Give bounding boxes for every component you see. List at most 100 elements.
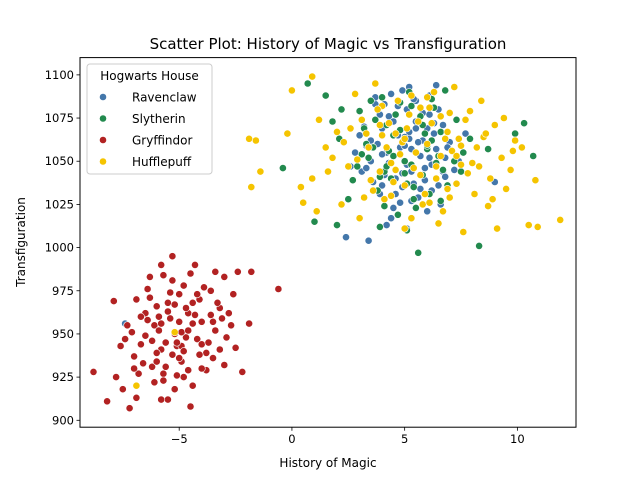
point-hufflepuff xyxy=(411,148,420,157)
x-tick-label: −5 xyxy=(171,432,188,446)
legend-marker-gryffindor xyxy=(99,136,107,144)
point-slytherin xyxy=(466,134,474,143)
point-hufflepuff xyxy=(373,105,382,114)
point-ravenclaw xyxy=(423,207,432,216)
point-hufflepuff xyxy=(556,215,565,224)
point-slytherin xyxy=(520,119,528,128)
point-gryffindor xyxy=(134,369,143,378)
point-gryffindor xyxy=(186,402,195,411)
point-gryffindor xyxy=(125,404,134,413)
point-gryffindor xyxy=(227,321,235,330)
point-gryffindor xyxy=(132,295,141,304)
point-hufflepuff xyxy=(364,143,373,152)
point-gryffindor xyxy=(191,310,199,319)
point-slytherin xyxy=(366,96,375,105)
point-gryffindor xyxy=(143,316,152,324)
point-slytherin xyxy=(310,217,319,226)
points-layer xyxy=(89,72,565,413)
point-gryffindor xyxy=(127,328,136,337)
legend-marker-hufflepuff xyxy=(99,157,107,166)
point-hufflepuff xyxy=(324,167,332,176)
point-hufflepuff xyxy=(375,167,384,176)
point-gryffindor xyxy=(209,354,217,362)
point-slytherin xyxy=(391,110,400,119)
point-hufflepuff xyxy=(427,119,436,128)
point-gryffindor xyxy=(206,286,215,295)
point-hufflepuff xyxy=(443,184,452,193)
point-ravenclaw xyxy=(355,131,364,140)
point-ravenclaw xyxy=(389,203,398,212)
point-slytherin xyxy=(452,115,461,124)
point-gryffindor xyxy=(116,342,125,350)
x-tick-label: 5 xyxy=(401,432,408,446)
point-hufflepuff xyxy=(299,198,308,207)
point-gryffindor xyxy=(197,364,206,373)
y-tick-label: 975 xyxy=(52,284,74,298)
point-gryffindor xyxy=(211,267,220,276)
point-hufflepuff xyxy=(393,96,402,105)
point-hufflepuff xyxy=(333,127,341,136)
point-gryffindor xyxy=(224,309,233,318)
point-hufflepuff xyxy=(387,191,395,200)
point-gryffindor xyxy=(154,312,163,321)
legend-label-slytherin: Slytherin xyxy=(132,112,186,126)
point-slytherin xyxy=(409,183,418,191)
point-slytherin xyxy=(400,157,409,166)
point-hufflepuff xyxy=(524,221,533,229)
point-slytherin xyxy=(511,129,519,138)
point-hufflepuff xyxy=(445,109,454,117)
point-gryffindor xyxy=(206,310,215,319)
point-ravenclaw xyxy=(434,181,443,190)
point-slytherin xyxy=(529,152,538,160)
point-hufflepuff xyxy=(461,115,470,124)
point-hufflepuff xyxy=(430,88,438,96)
legend-marker-ravenclaw xyxy=(99,93,107,101)
point-slytherin xyxy=(409,195,418,204)
point-hufflepuff xyxy=(337,200,346,209)
point-hufflepuff xyxy=(366,176,375,185)
point-hufflepuff xyxy=(488,195,497,204)
point-ravenclaw xyxy=(439,121,447,129)
point-slytherin xyxy=(457,167,465,176)
point-slytherin xyxy=(321,91,330,100)
point-hufflepuff xyxy=(477,96,486,105)
point-hufflepuff xyxy=(400,181,409,190)
point-hufflepuff xyxy=(351,90,359,98)
point-gryffindor xyxy=(154,326,163,335)
point-hufflepuff xyxy=(472,143,481,152)
point-hufflepuff xyxy=(371,79,380,88)
point-ravenclaw xyxy=(461,129,470,138)
point-ravenclaw xyxy=(362,164,371,172)
point-gryffindor xyxy=(166,288,175,297)
y-tick-label: 1025 xyxy=(45,197,74,211)
point-hufflepuff xyxy=(420,190,429,198)
point-ravenclaw xyxy=(382,221,391,229)
point-gryffindor xyxy=(233,267,242,276)
point-hufflepuff xyxy=(315,115,323,124)
point-gryffindor xyxy=(159,271,168,280)
point-gryffindor xyxy=(157,260,166,269)
point-hufflepuff xyxy=(423,140,432,148)
point-hufflepuff xyxy=(436,112,445,121)
y-tick-label: 1075 xyxy=(45,111,74,125)
point-hufflepuff xyxy=(416,103,425,112)
point-gryffindor xyxy=(175,354,184,362)
point-gryffindor xyxy=(130,352,138,361)
point-hufflepuff xyxy=(328,153,337,162)
point-hufflepuff xyxy=(369,186,377,195)
point-gryffindor xyxy=(177,328,186,337)
point-hufflepuff xyxy=(355,214,364,223)
y-axis-label: Transfiguration xyxy=(14,197,28,288)
point-ravenclaw xyxy=(441,172,450,181)
point-hufflepuff xyxy=(445,193,454,202)
point-gryffindor xyxy=(168,350,177,359)
point-gryffindor xyxy=(229,290,238,299)
point-gryffindor xyxy=(130,364,138,373)
point-slytherin xyxy=(364,153,373,162)
point-slytherin xyxy=(436,127,445,136)
point-gryffindor xyxy=(152,302,161,311)
point-gryffindor xyxy=(118,385,127,394)
legend-label-ravenclaw: Ravenclaw xyxy=(132,91,197,105)
point-hufflepuff xyxy=(468,159,477,167)
y-axis: 900 925 950 975 1000 1025 1050 1075 1100 xyxy=(45,68,80,427)
